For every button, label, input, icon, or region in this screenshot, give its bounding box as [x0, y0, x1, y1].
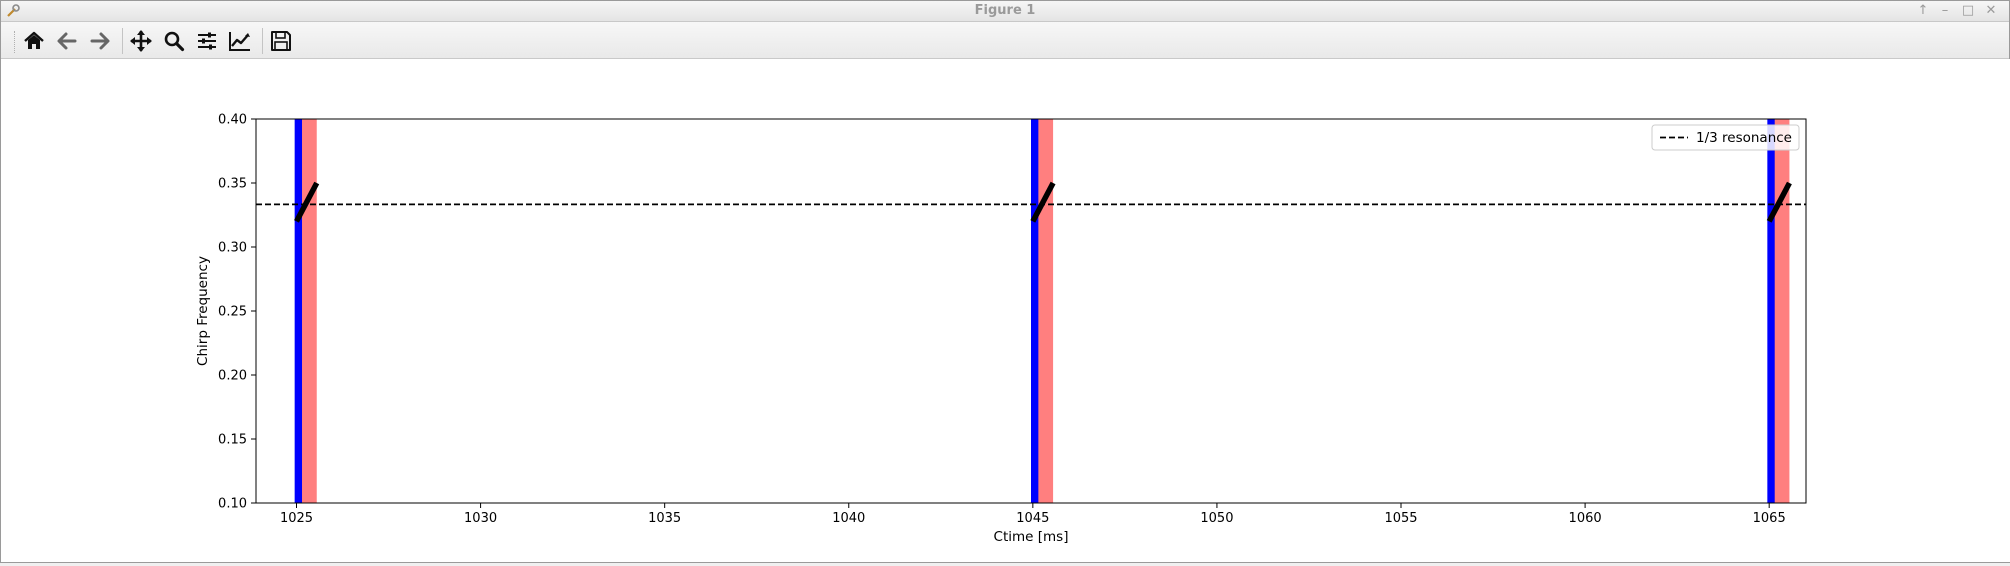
chirp-segment: [1766, 181, 1792, 223]
x-tick-label: 1040: [832, 511, 865, 526]
pan-button[interactable]: [126, 27, 156, 55]
app-icon: [7, 4, 20, 17]
y-tick-label: 0.15: [218, 433, 247, 448]
chart-svg[interactable]: 1025 1030 1035 1040 1045 1050 1055 1060 1065 0.10…: [2, 59, 2010, 562]
y-tick-label: 0.40: [218, 113, 247, 128]
y-tick-label: 0.20: [218, 369, 247, 384]
forward-arrow-icon: [90, 32, 110, 50]
configure-subplots-icon: [198, 32, 216, 50]
x-axis-label: Ctime [ms]: [994, 529, 1069, 545]
edit-axis-curve-icon: [229, 32, 250, 51]
x-tick-label: 1055: [1384, 511, 1417, 526]
back-arrow-icon: [57, 32, 77, 50]
x-tick-label: 1060: [1569, 511, 1602, 526]
configure-subplots-button[interactable]: [192, 27, 222, 55]
x-tick-label: 1030: [464, 511, 497, 526]
blue-band: [1767, 119, 1775, 503]
forward-button[interactable]: [85, 27, 115, 55]
blue-band: [294, 119, 303, 503]
chirp-segment: [1030, 181, 1056, 223]
save-button[interactable]: [266, 27, 296, 55]
zoom-magnifier-icon: [164, 31, 185, 52]
y-tick-label: 0.35: [218, 177, 247, 192]
plot-data-group: [256, 119, 1806, 503]
navigation-toolbar: [1, 22, 2009, 59]
x-tick-label: 1065: [1753, 511, 1786, 526]
legend: 1/3 resonance: [1651, 124, 1800, 151]
save-floppy-icon: [271, 31, 291, 51]
pan-move-icon: [130, 30, 152, 52]
window-title: Figure 1: [974, 3, 1036, 18]
toolbar-separator: [262, 28, 263, 54]
x-tick-label: 1035: [648, 511, 681, 526]
minimize-button[interactable]: –: [1941, 3, 1949, 18]
legend-box: [1651, 124, 1800, 151]
y-tick-label: 0.10: [218, 497, 247, 512]
title-bar[interactable]: Figure 1 ↑ – □ ✕: [1, 1, 2009, 22]
y-tick-label: 0.30: [218, 241, 247, 256]
zoom-button[interactable]: [159, 27, 189, 55]
edit-axis-button[interactable]: [225, 27, 255, 55]
toolbar-separator: [122, 28, 123, 54]
y-tick-label: 0.25: [218, 305, 247, 320]
back-button[interactable]: [52, 27, 82, 55]
x-tick-label: 1025: [280, 511, 313, 526]
blue-band: [1031, 119, 1039, 503]
close-button[interactable]: ✕: [1985, 3, 1997, 18]
x-tick-label: 1050: [1200, 511, 1233, 526]
y-axis-label: Chirp Frequency: [195, 256, 211, 366]
home-icon: [24, 31, 44, 49]
legend-entry-label: 1/3 resonance: [1696, 130, 1792, 146]
chirp-segment: [294, 181, 320, 223]
x-tick-label: 1045: [1016, 511, 1049, 526]
toolbar-grip: [14, 31, 17, 53]
figure-canvas[interactable]: 1025 1030 1035 1040 1045 1050 1055 1060 1065 0.10…: [2, 59, 2010, 562]
maximize-button[interactable]: □: [1961, 3, 1975, 18]
shade-up-button[interactable]: ↑: [1917, 3, 1929, 18]
home-button[interactable]: [19, 27, 49, 55]
